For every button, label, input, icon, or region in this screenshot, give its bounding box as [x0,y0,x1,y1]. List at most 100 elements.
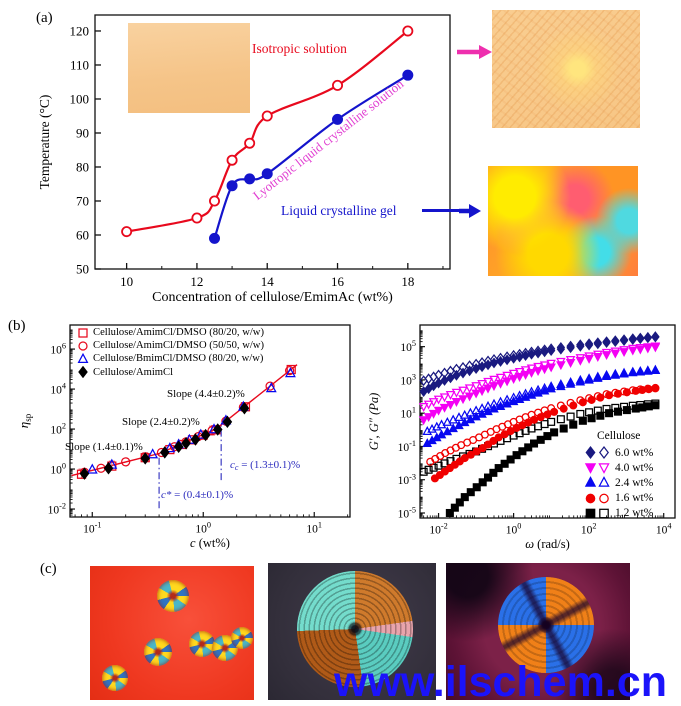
data-point [159,446,170,459]
data-point [434,377,443,389]
data-point [622,406,631,415]
legend-item: 6.0 wt% [584,445,653,460]
data-point [628,346,638,356]
moduli-chart: 10-2 100 102 104 10-5 10-3 10-1 101 103 105 ω (rad… [367,324,676,551]
data-point [502,398,512,408]
data-point [601,351,612,361]
data-point [596,411,605,420]
data-point [650,343,661,353]
data-point [559,404,568,413]
x-tick-label: 18 [401,274,414,289]
data-point [526,364,537,374]
x-tick-label: 104 [656,522,672,537]
legend-marker-pair [585,446,609,460]
legend-label: 1.6 wt% [615,492,654,505]
legend-label: 2.4 wt% [615,476,654,489]
y-tick-label: 50 [76,262,89,277]
data-point [429,463,438,472]
y-tick-label: 70 [76,194,89,209]
x-axis-label: Concentration of cellulose/EmimAc (wt%) [152,290,393,305]
data-point [593,338,603,350]
x-tick-label: 100 [195,521,211,536]
data-point [635,345,646,355]
x-tick-label: 10 [120,274,133,289]
legend-label: 6.0 wt% [615,446,654,459]
data-point [418,416,429,426]
data-point [489,382,499,392]
data-point [520,366,531,376]
data-point [602,337,611,349]
data-point [610,369,621,379]
data-point [191,212,203,224]
data-point [190,433,201,446]
data-point [593,372,603,382]
data-point [605,409,614,418]
y-tick-label: 103 [400,372,416,387]
slope-mid-annotation: Slope (2.4±0.2)% [122,416,200,428]
data-point [495,373,506,383]
data-point [611,336,620,348]
viscosity-legend: Cellulose/AmimCl/DMSO (80/20, w/w) Cellul… [77,326,264,379]
lc-gel-annotation: Liquid crystalline gel [281,203,397,218]
data-point [533,362,543,372]
data-point [613,389,622,398]
data-point [566,342,575,354]
data-point [619,335,629,347]
data-point [489,468,498,477]
x-tick-label: 102 [581,522,597,537]
data-point [450,503,459,512]
data-point [284,367,296,378]
data-point [261,110,273,122]
data-point [466,488,475,497]
lc-droplet [231,627,253,649]
data-point [86,463,98,474]
data-point [598,463,610,475]
data-point [526,389,537,399]
y-tick-label: 60 [76,228,89,243]
legend-label: Cellulose/BmimCl/DMSO (80/20, w/w) [93,353,264,365]
data-point [631,386,640,395]
data-point [261,168,273,180]
data-point [477,380,487,389]
y-tick-label: 80 [76,160,89,175]
data-point [578,398,587,407]
data-point [445,508,454,518]
entanglement-concentration-annotation: cc = (1.3±0.1)% [230,459,301,472]
data-point [556,361,566,371]
data-point [442,416,453,426]
data-point [598,476,610,488]
data-point [550,407,559,416]
viscosity-chart: 10-1 100 101 10-2 100 102 104 106 c (wt%) ηsp [16,324,351,550]
data-point [78,366,88,379]
data-point [533,387,543,397]
maltese-cross-micrograph [446,563,630,700]
data-point [601,371,612,381]
data-point [222,415,233,429]
data-point [596,393,605,402]
data-point [103,461,114,475]
y-tick-label: 104 [50,382,66,397]
data-point [500,459,509,468]
y-tick-label: 10-3 [398,472,416,487]
x-tick-label: 14 [261,274,275,289]
data-point [502,377,512,387]
moduli-legend: Cellulose 6.0 wt% 4.0 wt% 2.4 wt% 1.6 wt% 1.2… [584,430,653,521]
data-point [332,79,344,91]
data-point [644,402,653,411]
data-point [534,422,543,431]
data-point [619,348,629,358]
data-point [556,381,566,391]
data-point [631,404,640,413]
data-point [79,467,90,480]
data-point [546,345,556,357]
data-point [458,367,468,379]
legend-label: 4.0 wt% [615,461,654,474]
data-point [547,417,556,426]
y-tick-label: 90 [76,126,89,141]
data-point [638,386,647,395]
data-point [478,444,487,453]
blue-arrow-head [469,204,481,218]
legend-marker-pair [584,463,610,475]
data-point [286,364,296,375]
lc-gel-micrograph [488,166,638,276]
